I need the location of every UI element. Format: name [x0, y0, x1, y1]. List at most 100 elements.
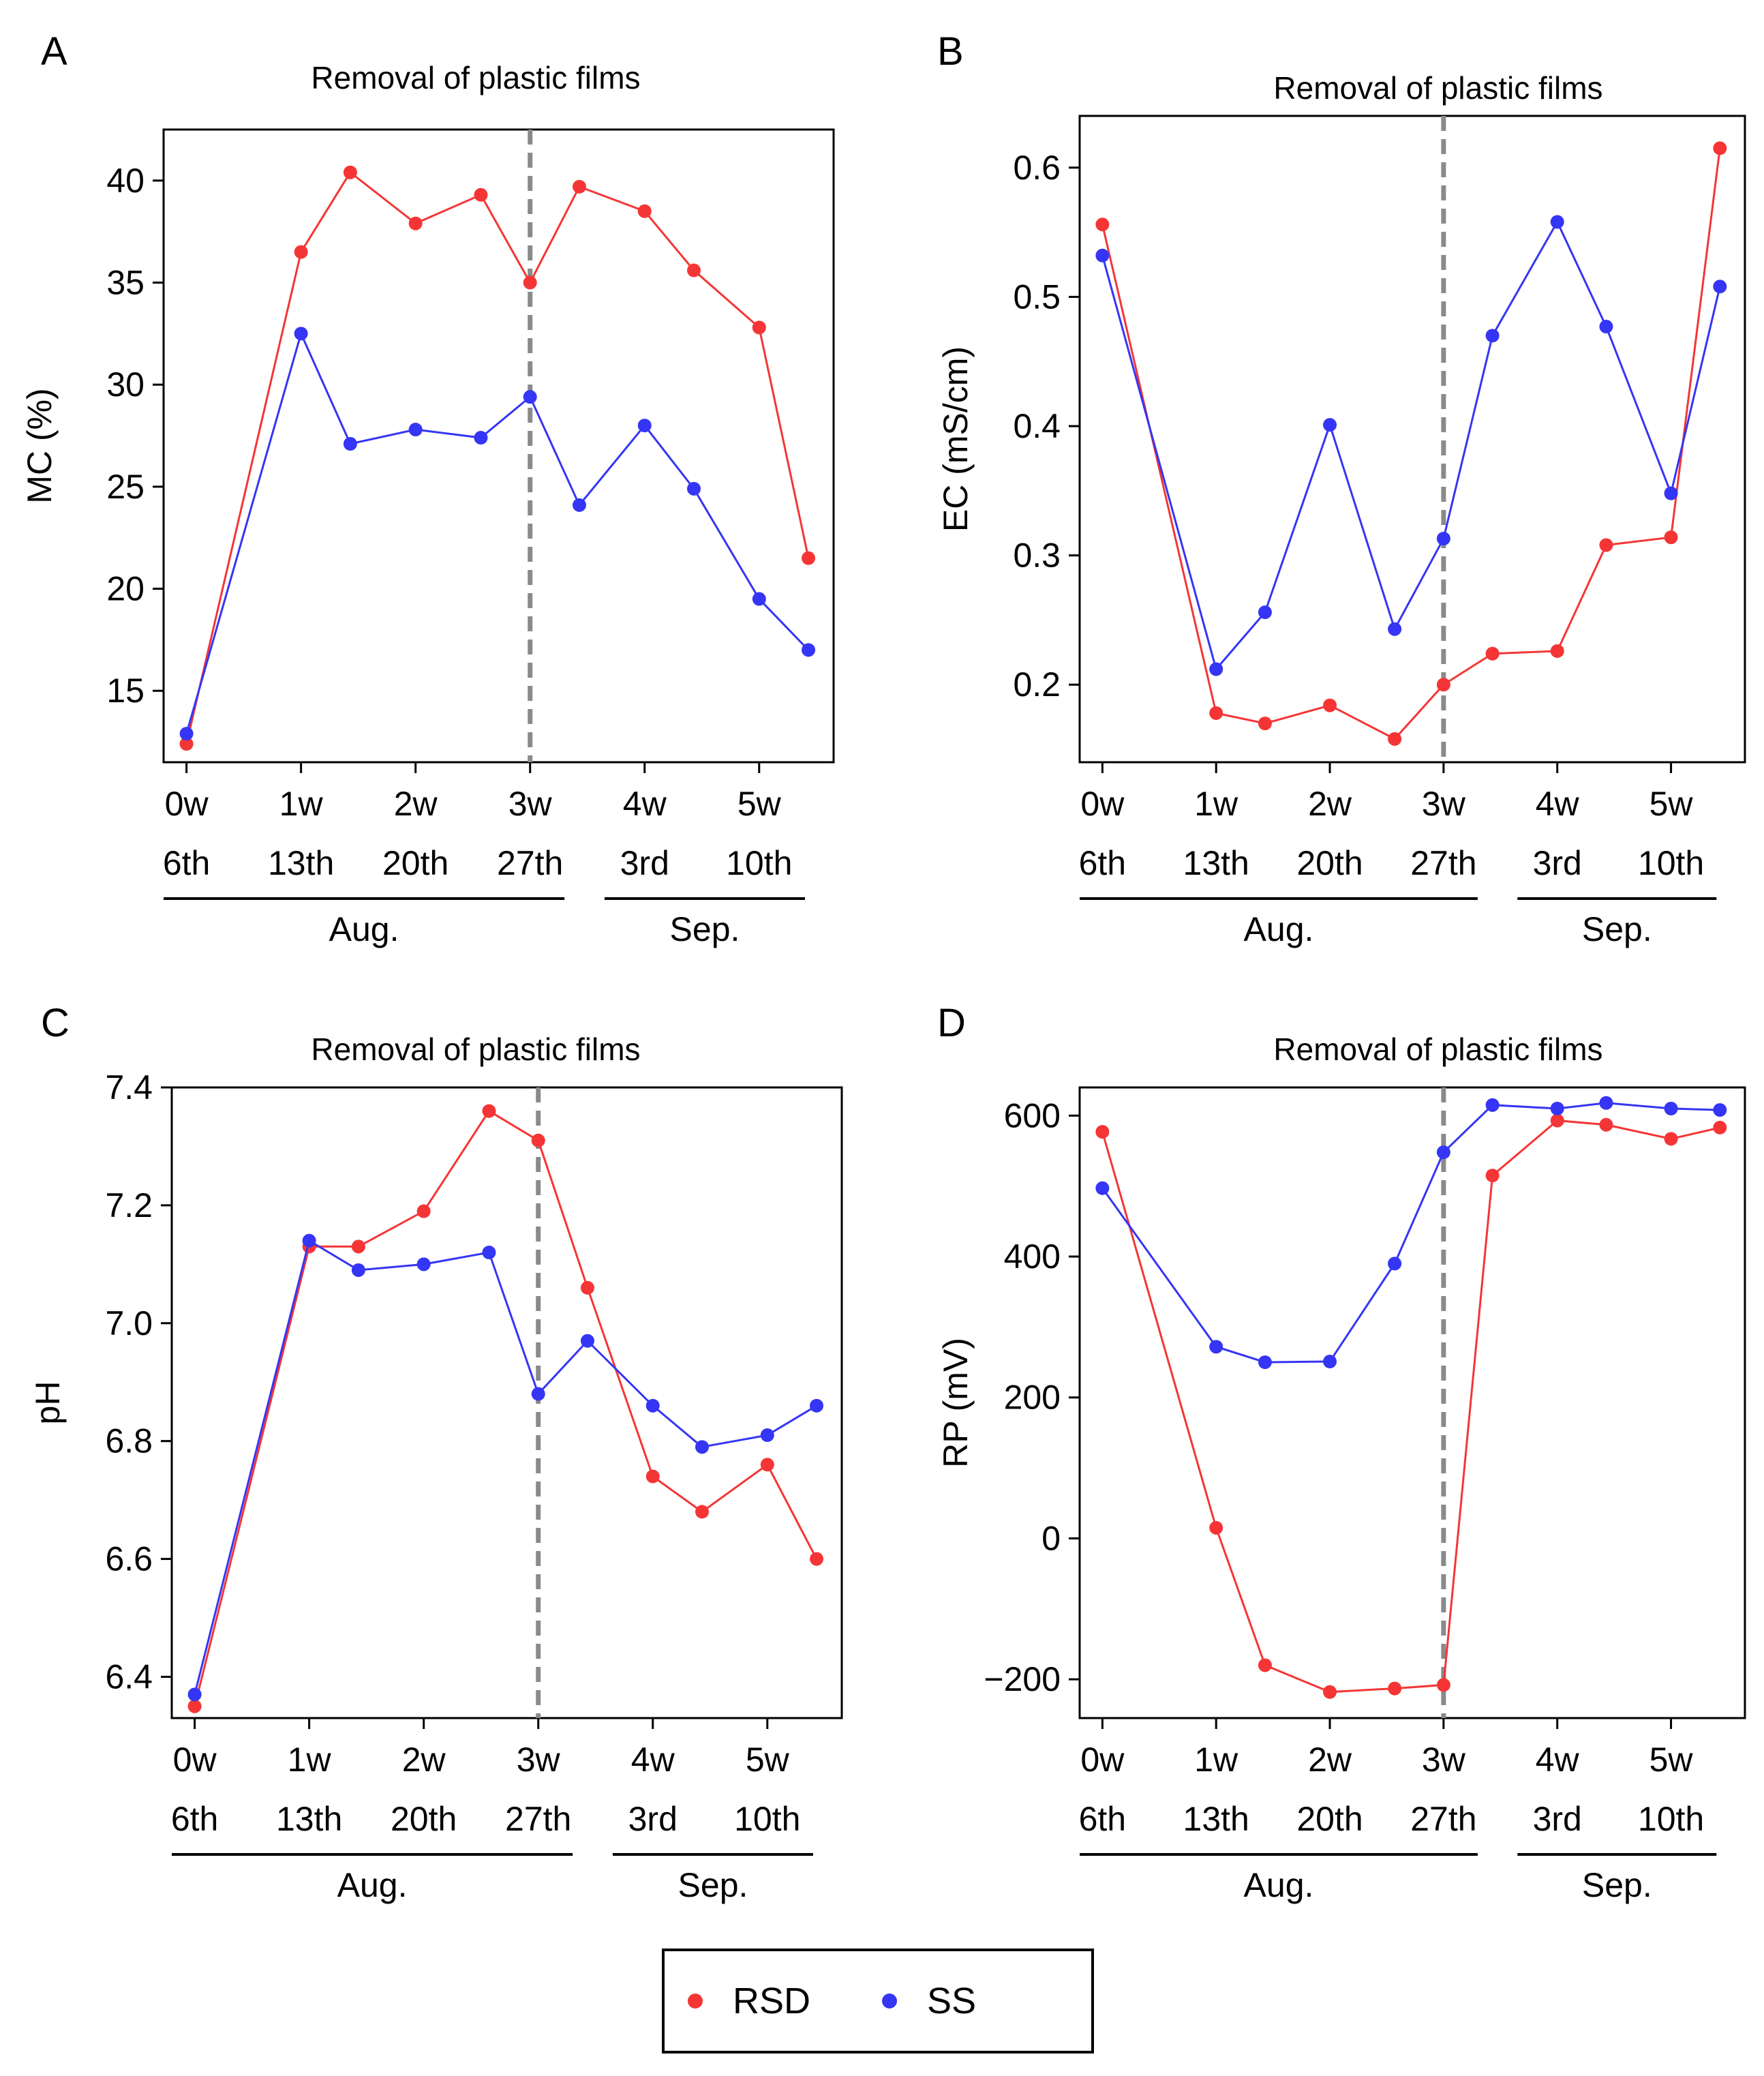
- data-point-ss: [351, 1263, 365, 1277]
- legend-label-ss: SS: [927, 1981, 976, 2021]
- series-line-ss: [1101, 220, 1721, 672]
- month-label: Sep.: [670, 910, 740, 948]
- data-point-rsd: [1599, 538, 1613, 552]
- data-point-ss: [1436, 1145, 1450, 1160]
- data-point-ss: [294, 327, 308, 341]
- y-tick-label: 35: [106, 264, 145, 302]
- data-point-ss: [343, 437, 357, 451]
- annotation-text: Removal of plastic films: [1273, 1032, 1602, 1067]
- data-point-rsd: [1209, 1520, 1223, 1535]
- y-tick-label: 7.4: [105, 1068, 153, 1107]
- data-point-rsd: [580, 1280, 594, 1295]
- data-point-rsd: [482, 1104, 496, 1118]
- panel-letter: D: [937, 1001, 966, 1045]
- legend-marker-ss: [882, 1994, 897, 2009]
- data-point-rsd: [1599, 1117, 1613, 1132]
- series-line-rsd: [185, 170, 810, 744]
- data-point-ss: [802, 643, 816, 657]
- panel-letter: C: [41, 1001, 70, 1045]
- data-point-ss: [1664, 1102, 1678, 1116]
- y-tick-label: 25: [106, 468, 145, 506]
- data-point-ss: [1550, 215, 1564, 229]
- y-tick-label: 0.2: [1013, 665, 1061, 704]
- date-label: 20th: [382, 844, 448, 882]
- date-label: 27th: [497, 844, 563, 882]
- x-tick-label: 5w: [1649, 1741, 1694, 1779]
- data-point-rsd: [1485, 1169, 1500, 1183]
- data-point-ss: [1599, 320, 1613, 334]
- data-point-ss: [580, 1334, 594, 1348]
- data-point-ss: [1599, 1096, 1613, 1110]
- data-point-rsd: [1209, 706, 1223, 720]
- date-label: 3rd: [628, 1800, 678, 1838]
- data-point-ss: [645, 1398, 660, 1413]
- x-tick-label: 0w: [1080, 785, 1125, 823]
- plot-frame: [1078, 115, 1746, 764]
- data-point-ss: [572, 498, 586, 512]
- panel-letter: A: [41, 29, 67, 74]
- x-tick-label: 1w: [1194, 1741, 1238, 1779]
- data-point-ss: [1095, 1181, 1110, 1195]
- data-point-ss: [1209, 662, 1223, 676]
- month-label: Sep.: [678, 1866, 748, 1904]
- panel-c: C Removal of plastic films 6.4 6.6 6.8 7.0 7.2…: [29, 1001, 843, 1904]
- data-point-rsd: [294, 245, 308, 259]
- series-line-ss: [1101, 1102, 1720, 1364]
- data-point-ss: [637, 419, 652, 433]
- plot-frame: [162, 128, 835, 764]
- date-label: 3rd: [1533, 844, 1582, 882]
- y-tick-label: 6.6: [105, 1540, 153, 1578]
- data-point-ss: [1713, 1103, 1727, 1117]
- panel-b: B Removal of plastic films 0.2 0.3 0.4 0.5 0.6…: [937, 29, 1746, 948]
- y-axis-label: EC (mS/cm): [937, 346, 975, 532]
- data-point-rsd: [1095, 217, 1110, 232]
- date-label: 13th: [268, 844, 334, 882]
- x-tick-label: 5w: [746, 1741, 790, 1779]
- date-label: 3rd: [1533, 1800, 1582, 1838]
- panel-letter: B: [937, 29, 964, 74]
- x-tick-label: 4w: [623, 785, 667, 823]
- y-tick-label: 0.5: [1013, 277, 1061, 316]
- data-point-rsd: [408, 216, 423, 230]
- y-axis-label: MC (%): [20, 388, 59, 503]
- x-tick-label: 4w: [1536, 785, 1580, 823]
- series-line-rsd: [1101, 1119, 1720, 1694]
- date-label: 3rd: [620, 844, 669, 882]
- data-point-rsd: [1258, 717, 1272, 731]
- data-point-rsd: [1664, 1132, 1678, 1146]
- data-point-rsd: [572, 179, 586, 194]
- annotation-text: Removal of plastic films: [311, 1032, 640, 1067]
- y-tick-label: 7.0: [105, 1304, 153, 1342]
- month-label: Aug.: [1244, 1866, 1314, 1904]
- data-point-ss: [1713, 280, 1727, 294]
- data-point-rsd: [645, 1469, 660, 1484]
- x-tick-label: 5w: [737, 785, 782, 823]
- x-tick-label: 0w: [173, 1741, 217, 1779]
- month-label: Aug.: [329, 910, 399, 948]
- data-point-rsd: [1550, 644, 1564, 658]
- date-label: 13th: [1183, 1800, 1249, 1838]
- data-point-ss: [1388, 1257, 1402, 1271]
- y-tick-label: 30: [106, 365, 145, 404]
- data-point-rsd: [1436, 678, 1450, 692]
- data-point-rsd: [810, 1552, 824, 1566]
- y-tick-label: 7.2: [105, 1186, 153, 1224]
- date-label: 20th: [1296, 1800, 1363, 1838]
- data-point-ss: [1258, 1355, 1272, 1370]
- x-tick-label: 0w: [1080, 1741, 1125, 1779]
- series-line-rsd: [194, 1109, 818, 1707]
- data-point-rsd: [760, 1458, 774, 1472]
- data-point-ss: [416, 1257, 431, 1272]
- month-label: Sep.: [1582, 910, 1652, 948]
- month-label: Aug.: [1244, 910, 1314, 948]
- legend-label-rsd: RSD: [733, 1981, 810, 2021]
- data-point-rsd: [1713, 141, 1727, 155]
- annotation-text: Removal of plastic films: [1273, 70, 1602, 106]
- data-point-rsd: [179, 737, 194, 751]
- data-point-rsd: [343, 165, 357, 179]
- data-point-rsd: [686, 263, 701, 277]
- data-point-rsd: [1095, 1125, 1110, 1139]
- date-label: 10th: [1638, 844, 1704, 882]
- data-point-ss: [1258, 605, 1272, 620]
- y-tick-label: 0: [1041, 1519, 1061, 1557]
